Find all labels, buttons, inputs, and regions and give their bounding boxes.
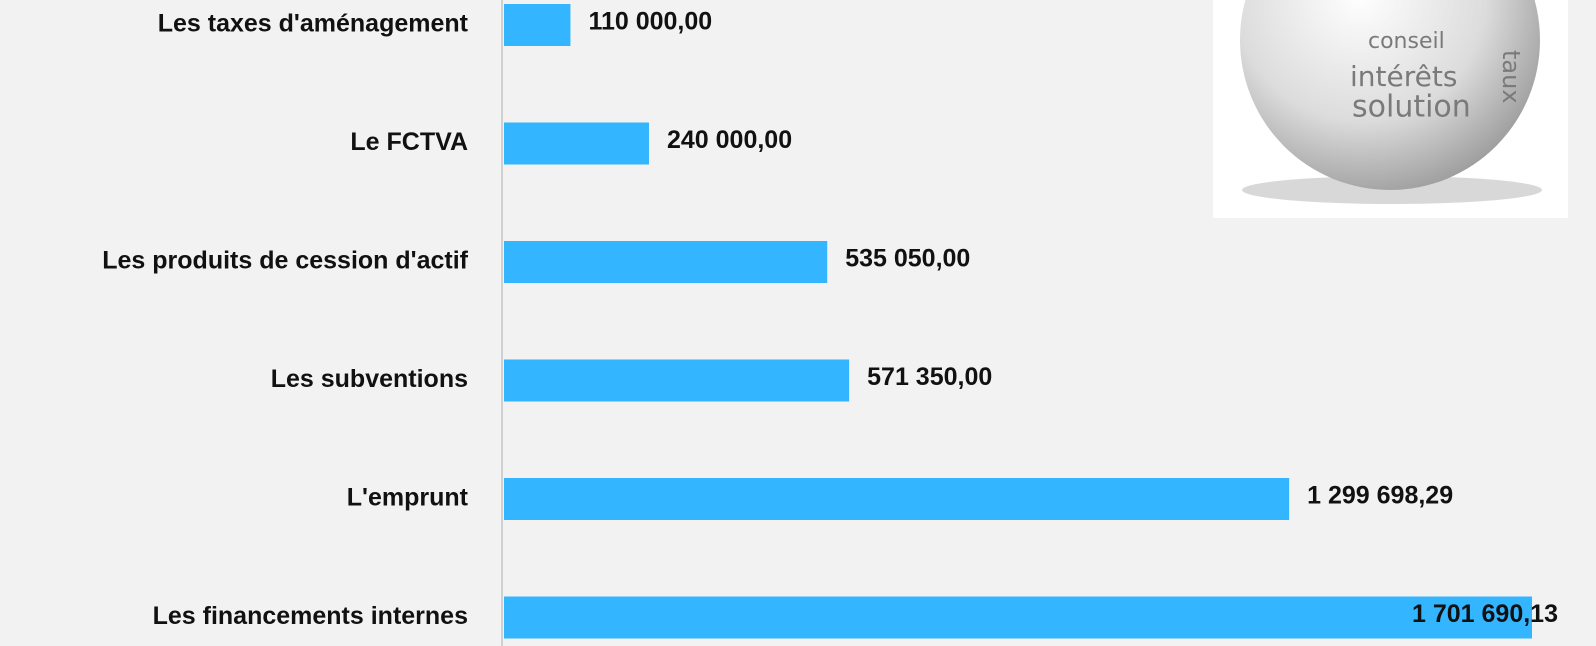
category-label: Les subventions [271,365,468,393]
category-label: Les produits de cession d'actif [102,247,468,275]
value-label: 571 350,00 [867,363,992,391]
bar [504,4,570,46]
value-label: 1 299 698,29 [1307,482,1453,510]
illustration-word: taux [1497,50,1525,104]
value-label: 1 701 690,13 [1412,600,1558,628]
illustration: conseil intérêts solution taux [1213,0,1568,218]
value-label: 110 000,00 [588,8,712,36]
illustration-word: conseil [1368,29,1445,54]
category-label: Les taxes d'aménagement [158,10,469,38]
illustration-word: intérêts [1350,60,1457,93]
category-label: L'emprunt [347,484,469,512]
value-label: 240 000,00 [667,126,792,154]
value-label: 535 050,00 [845,245,970,273]
bar [504,241,827,283]
chart: conseil intérêts solution taux Les taxes… [0,0,1596,646]
bar [504,360,849,402]
category-label: Le FCTVA [350,128,468,156]
bar [504,123,649,165]
category-label: Les financements internes [153,602,468,630]
bar [504,478,1289,520]
bar [504,597,1532,639]
illustration-word: solution [1352,90,1471,125]
